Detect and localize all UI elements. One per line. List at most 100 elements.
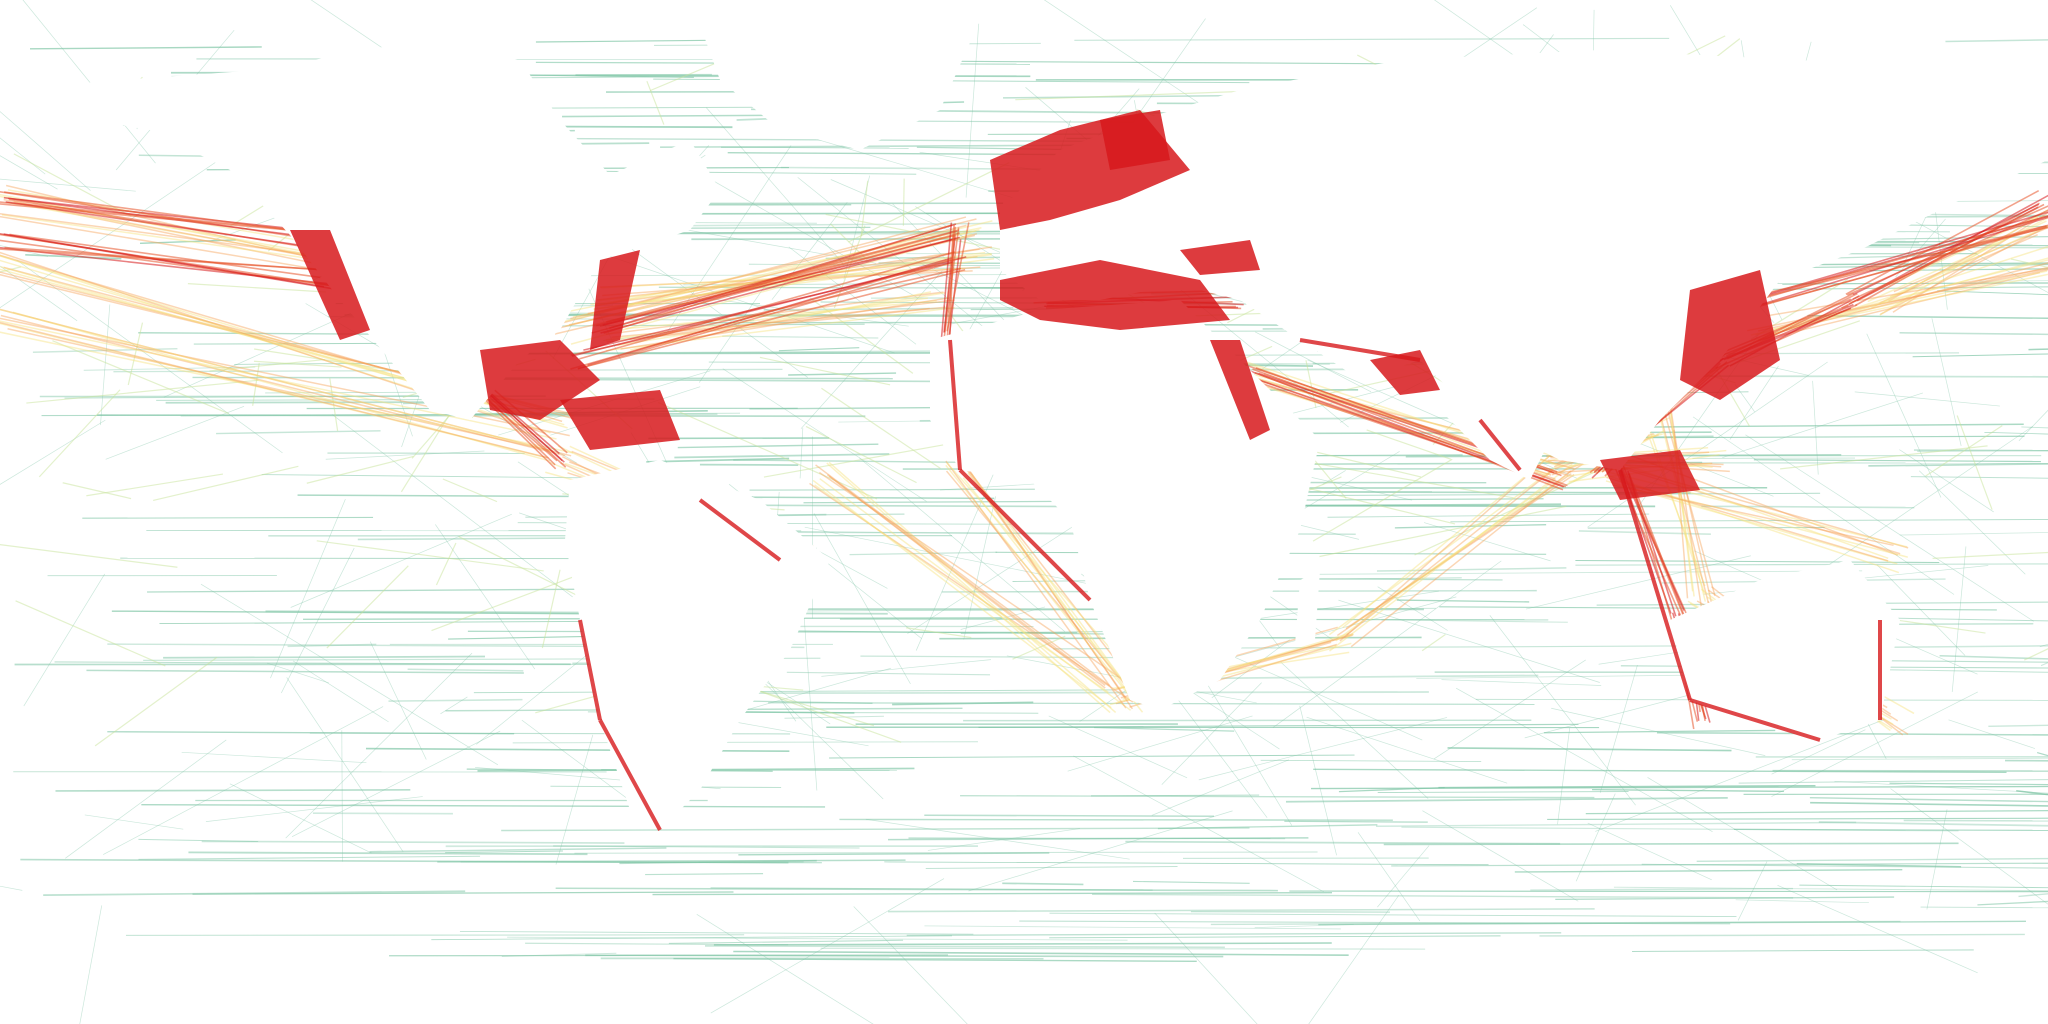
ocean-traffic-line (2018, 893, 2048, 898)
ocean-traffic-line (722, 368, 927, 502)
ocean-traffic-line (646, 80, 665, 125)
shipping-route-line (570, 218, 977, 320)
ocean-traffic-line (821, 659, 992, 677)
ocean-traffic-line (187, 283, 327, 293)
ocean-traffic-line (1539, 933, 2025, 937)
ocean-traffic-line (1984, 431, 2048, 435)
ocean-traffic-line (805, 425, 917, 484)
ocean-traffic-line (884, 861, 1489, 866)
black-sea (1180, 240, 1260, 275)
ocean-traffic-line (1551, 707, 1766, 756)
shipping-route-line (1658, 413, 1707, 602)
ocean-traffic-line (326, 565, 409, 649)
ocean-traffic-line (1771, 729, 1866, 775)
ocean-traffic-line (1255, 331, 1372, 393)
ocean-traffic-line (369, 641, 427, 760)
ocean-traffic-line (181, 751, 367, 764)
shipping-route-line (0, 322, 548, 459)
shipping-route-line (570, 233, 973, 345)
shipping-route-line (570, 258, 952, 370)
ocean-traffic-line (1809, 796, 2048, 803)
shipping-route-line (1757, 266, 2048, 332)
ocean-traffic-line (865, 818, 1130, 860)
ocean-traffic-line (103, 706, 384, 855)
ocean-traffic-line (1587, 822, 1712, 881)
ocean-traffic-line (1812, 380, 1819, 475)
ocean-traffic-line (270, 499, 346, 679)
ocean-traffic-line (1796, 862, 1962, 868)
ocean-traffic-line (1745, 434, 2034, 622)
very-high-density-seas (290, 110, 1882, 831)
ocean-traffic-line (1599, 664, 1638, 793)
ocean-traffic-line (649, 60, 721, 92)
ocean-traffic-line (435, 524, 536, 670)
shipping-route-line (1870, 216, 2048, 309)
ocean-traffic-line (763, 307, 1014, 311)
ocean-traffic-line (1951, 546, 1967, 692)
ocean-traffic-line (0, 544, 178, 568)
ocean-traffic-line (1543, 729, 1776, 734)
ocean-traffic-line (445, 850, 563, 854)
ocean-traffic-line (100, 304, 111, 426)
ocean-traffic-line (763, 444, 944, 478)
shipping-route-line (818, 471, 1133, 687)
ocean-traffic-line (1318, 920, 2026, 926)
coastal-route-line (948, 339, 962, 471)
ocean-traffic-line (1919, 470, 2026, 575)
ocean-traffic-line (1869, 268, 2048, 272)
ocean-traffic-line (1421, 634, 1446, 652)
ocean-traffic-line (1912, 353, 2048, 358)
shipping-route-line (1669, 410, 1694, 592)
shipping-route-line (1342, 455, 1551, 629)
ocean-traffic-line (1357, 832, 1421, 922)
ocean-traffic-line (677, 443, 879, 449)
ocean-traffic-line (1733, 828, 2048, 832)
ocean-traffic-line (1895, 218, 1946, 278)
ocean-traffic-line (138, 838, 259, 843)
us-east-coast (590, 250, 640, 350)
landmass-eurasia (1000, 50, 2048, 470)
ocean-traffic-line (1882, 204, 2048, 293)
shipping-route-line (0, 331, 574, 454)
ocean-traffic-line (960, 606, 1046, 630)
ocean-traffic-line (1939, 654, 2048, 660)
ocean-traffic-line (2036, 751, 2048, 757)
shipping-route-line (4, 191, 320, 235)
ocean-traffic-line (1799, 884, 2048, 889)
ocean-traffic-line (261, 474, 641, 479)
shipping-route-line (630, 306, 946, 340)
ocean-traffic-line (1913, 449, 2048, 452)
red-sea (1210, 340, 1270, 440)
ocean-traffic-line (1514, 869, 1903, 873)
ocean-traffic-line (1876, 564, 1966, 656)
ocean-traffic-line (1366, 429, 1451, 460)
ocean-traffic-line (1285, 796, 1728, 803)
ocean-traffic-line (1272, 560, 1502, 728)
ocean-traffic-line (1447, 747, 1732, 752)
ocean-traffic-line (675, 691, 1429, 695)
ocean-traffic-line (722, 335, 879, 339)
ocean-traffic-line (1455, 687, 1713, 832)
ocean-traffic-line (1656, 731, 2048, 736)
shipping-route-line (8, 197, 312, 232)
ocean-traffic-line (460, 861, 822, 864)
ocean-traffic-line (1632, 949, 1974, 952)
shipping-route-line (625, 300, 937, 330)
ocean-traffic-line (1289, 890, 2048, 893)
ocean-traffic-line (888, 837, 1309, 841)
ocean-traffic-line (1306, 716, 1508, 784)
ocean-traffic-line (668, 939, 904, 944)
ocean-traffic-line (1441, 679, 1602, 686)
ocean-traffic-line (1416, 674, 1702, 679)
shipping-route-line (826, 474, 1106, 689)
ocean-traffic-line (1834, 780, 2048, 794)
shipping-route-line (1627, 484, 1909, 558)
ocean-traffic-line (54, 661, 644, 666)
ocean-traffic-line (1376, 567, 1567, 572)
coastal-route-line (698, 498, 782, 562)
ocean-traffic-line (1401, 826, 1959, 832)
ocean-traffic-line (888, 908, 1595, 913)
ocean-traffic-line (927, 828, 1080, 851)
ocean-traffic-line (64, 395, 463, 399)
ocean-traffic-line (1988, 724, 2048, 727)
